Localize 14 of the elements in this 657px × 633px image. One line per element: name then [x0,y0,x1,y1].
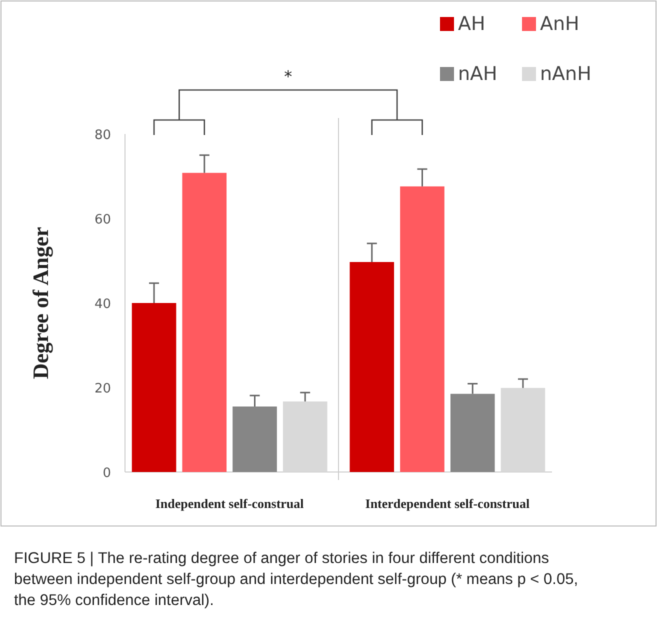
legend-label: AH [458,13,486,35]
x-tick-label: Independent self-construal [155,496,304,511]
caption: FIGURE 5 | The re-rating degree of anger of stories in four different conditions between independent self-group and interdependent self-group (* means p < 0.05, the 95% confidence interval). [14,550,578,609]
y-axis-title: Degree of Anger [28,226,53,380]
y-tick-label: 40 [94,297,111,312]
legend-label: AnH [540,13,580,35]
y-tick-label: 0 [102,466,111,481]
text: * [284,67,292,86]
y-tick-label: 60 [94,212,111,228]
y-tick-label: 20 [94,382,111,396]
legend-label: nAH [458,63,498,85]
x-tick-label: Interdependent self-construal [365,496,530,511]
y-tick-label: 80 [94,128,111,143]
legend-label: nAnH [540,63,592,85]
